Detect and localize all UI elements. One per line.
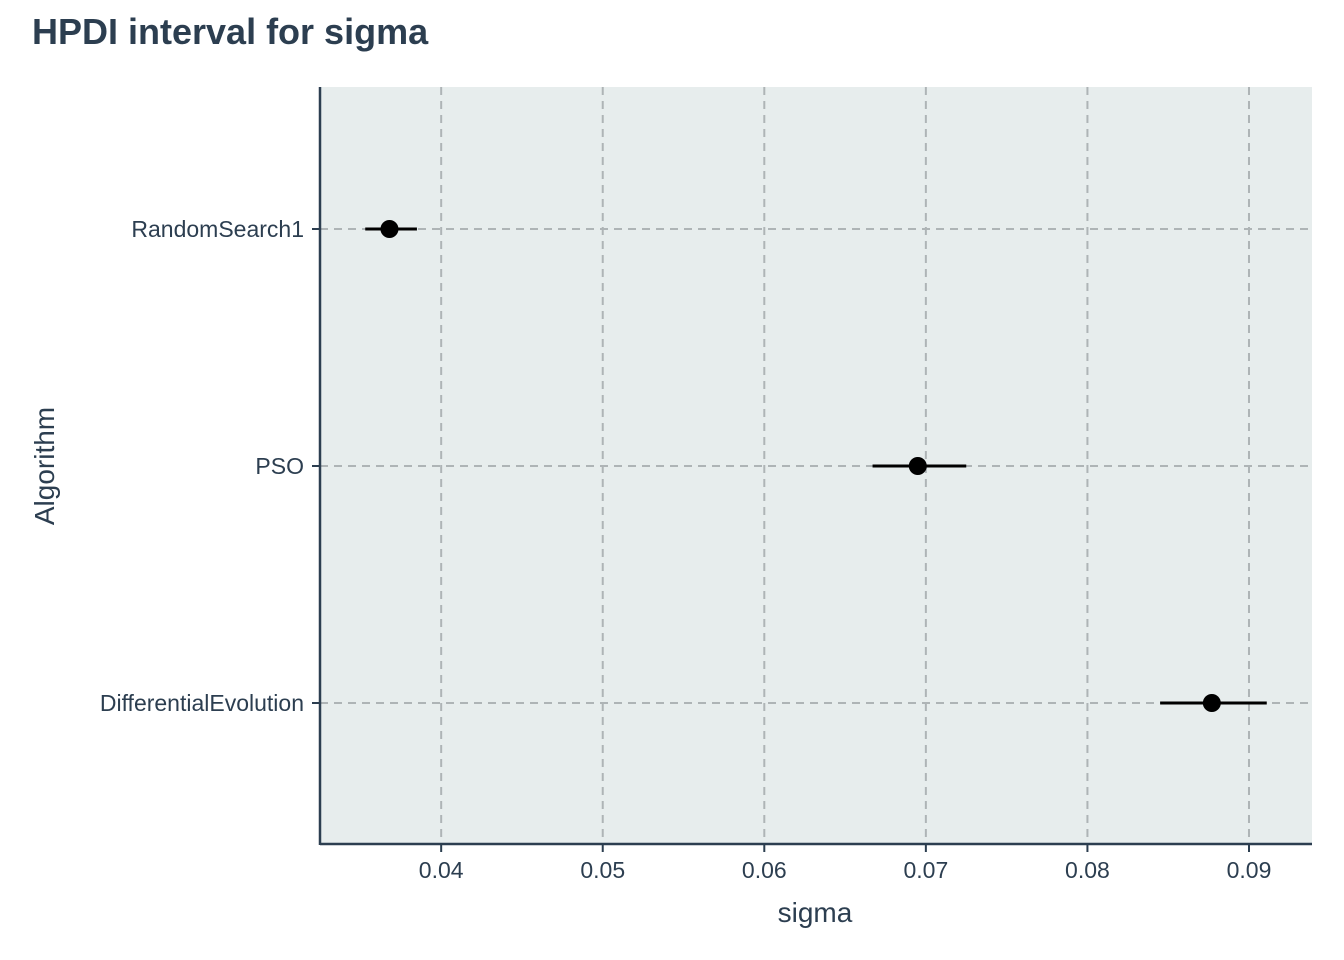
x-tick-label: 0.08 xyxy=(1065,857,1110,883)
point-estimate xyxy=(380,220,399,238)
x-tick-label: 0.04 xyxy=(419,857,464,883)
point-estimate xyxy=(908,457,927,475)
x-tick-label: 0.06 xyxy=(742,857,787,883)
x-tick-label: 0.09 xyxy=(1227,857,1272,883)
axes: 0.04 0.05 0.06 0.07 0.08 0.09 RandomSearch1 PSO… xyxy=(100,87,1312,883)
chart-title: HPDI interval for sigma xyxy=(32,11,429,52)
interval-marks xyxy=(365,220,1267,712)
y-tick-label: RandomSearch1 xyxy=(131,216,304,242)
y-tick-label: DifferentialEvolution xyxy=(100,690,304,716)
point-estimate xyxy=(1202,694,1221,712)
grid-lines xyxy=(320,87,1312,844)
y-tick-label: PSO xyxy=(255,453,304,479)
y-axis-label: Algorithm xyxy=(29,407,60,525)
x-tick-label: 0.05 xyxy=(580,857,625,883)
x-axis-label: sigma xyxy=(778,897,853,928)
x-tick-label: 0.07 xyxy=(903,857,948,883)
